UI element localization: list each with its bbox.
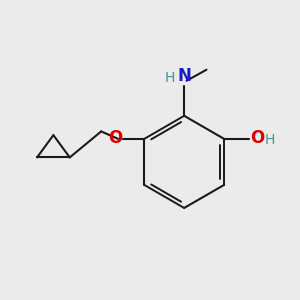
Text: H: H [165,70,175,85]
Text: H: H [265,133,275,147]
Text: O: O [250,129,264,147]
Text: N: N [177,67,191,85]
Text: O: O [108,129,122,147]
